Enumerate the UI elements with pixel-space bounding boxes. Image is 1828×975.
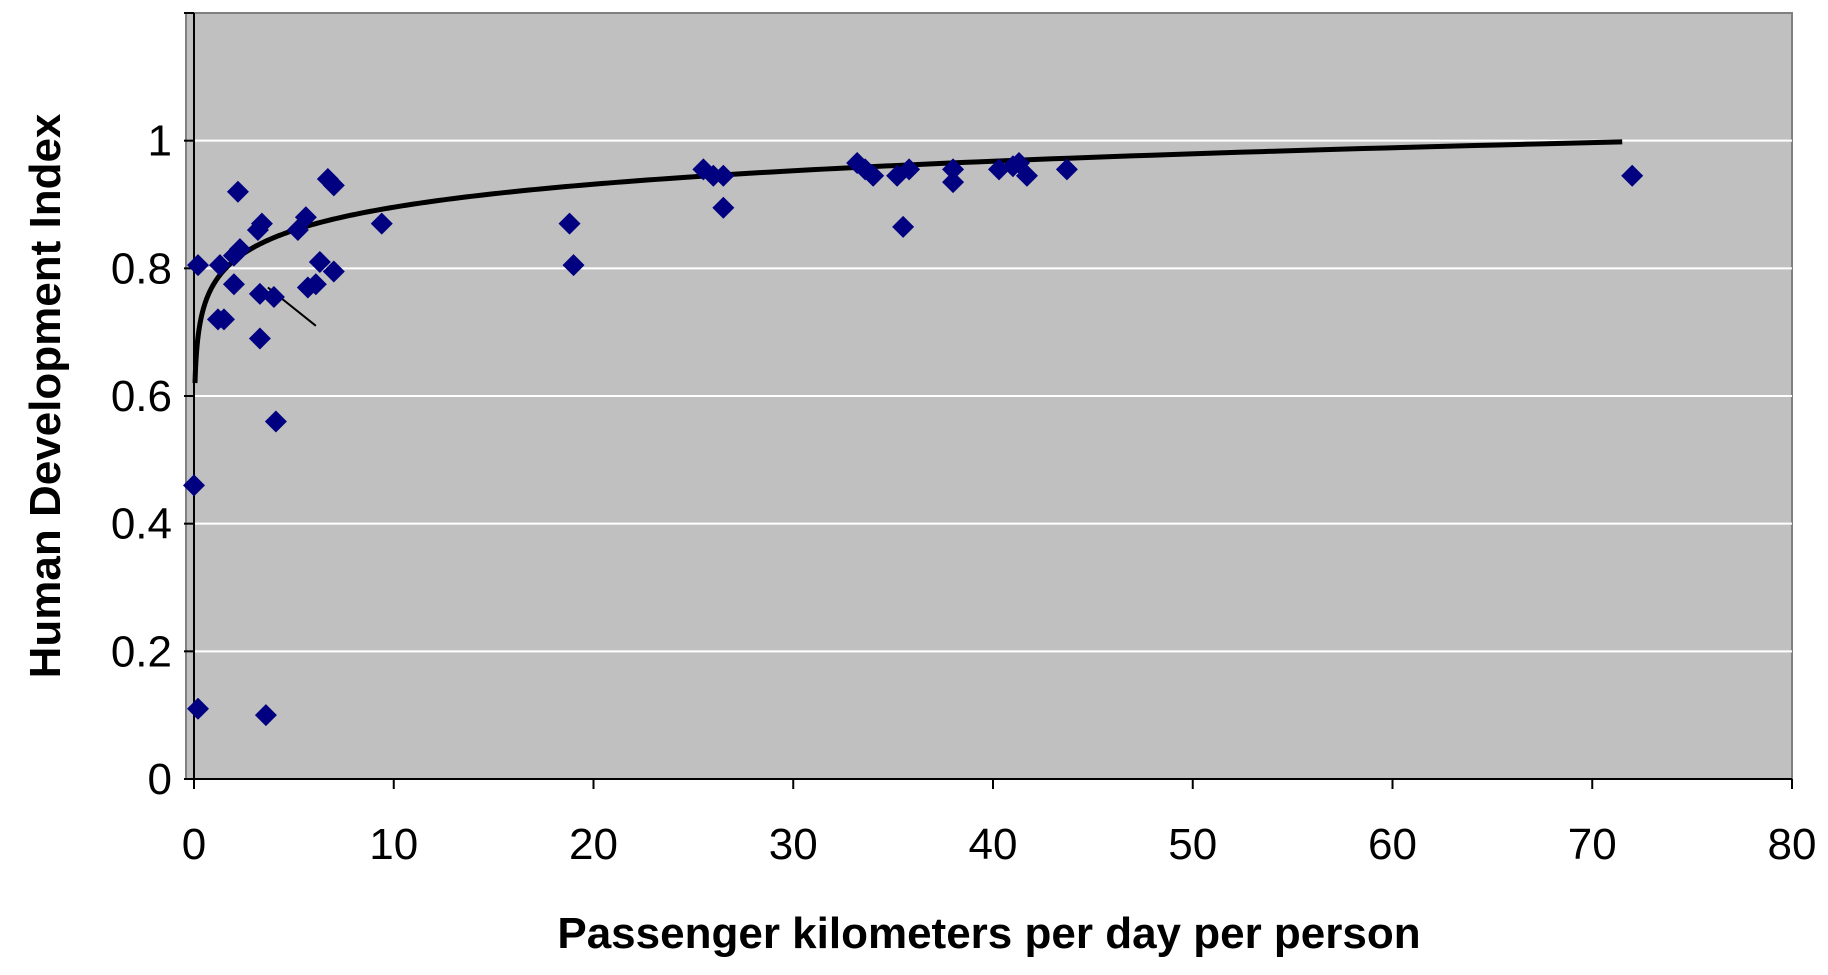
data-point <box>712 164 735 187</box>
data-point <box>898 158 921 181</box>
data-point <box>186 697 209 720</box>
data-point <box>304 273 327 296</box>
data-point <box>322 174 345 197</box>
x-tick-label: 50 <box>1168 820 1217 869</box>
data-point <box>250 212 273 235</box>
data-point <box>562 254 585 277</box>
x-tick-label: 60 <box>1368 820 1417 869</box>
data-point <box>558 212 581 235</box>
data-point <box>208 254 231 277</box>
y-axis-title: Human Development Index <box>21 113 70 678</box>
y-tick-label: 0.8 <box>111 244 172 293</box>
y-tick-label: 0 <box>148 755 172 804</box>
y-tick-label: 0.2 <box>111 627 172 676</box>
data-point <box>308 250 331 273</box>
x-tick-label: 20 <box>569 820 618 869</box>
data-point <box>712 196 735 219</box>
data-point <box>183 474 205 497</box>
data-point <box>264 410 287 433</box>
data-point <box>254 704 277 727</box>
tick-labels: 00.20.40.60.810 10 20 30 40 50 60 70 80 <box>111 117 1817 869</box>
data-point <box>1015 164 1038 187</box>
x-tick-label: 0 <box>182 820 206 869</box>
data-point <box>294 206 317 229</box>
data-point <box>862 164 885 187</box>
y-tick-label: 0.4 <box>111 500 172 549</box>
data-point <box>212 308 235 331</box>
x-tick-label: 30 <box>769 820 818 869</box>
grid-lines <box>194 139 1792 653</box>
data-point <box>942 171 965 194</box>
x-tick-label: 80 <box>1768 820 1817 869</box>
y-tick-label: 1 <box>148 117 172 166</box>
data-point <box>222 273 245 296</box>
data-point <box>262 286 285 309</box>
data-point <box>228 238 251 261</box>
data-point <box>1055 158 1078 181</box>
axes <box>184 12 1793 789</box>
y-tick-label: 0.6 <box>111 372 172 421</box>
data-point <box>370 212 393 235</box>
data-point <box>186 254 209 277</box>
data-point <box>226 180 249 203</box>
x-tick-label: 70 <box>1568 820 1617 869</box>
data-point <box>1621 164 1644 187</box>
data-point <box>892 215 915 238</box>
data-points <box>183 152 1644 727</box>
x-tick-label: 10 <box>369 820 418 869</box>
data-point <box>322 260 345 283</box>
x-axis-title: Passenger kilometers per day per person <box>557 909 1420 958</box>
x-tick-label: 40 <box>969 820 1018 869</box>
data-point <box>942 158 965 181</box>
data-point <box>248 327 271 350</box>
